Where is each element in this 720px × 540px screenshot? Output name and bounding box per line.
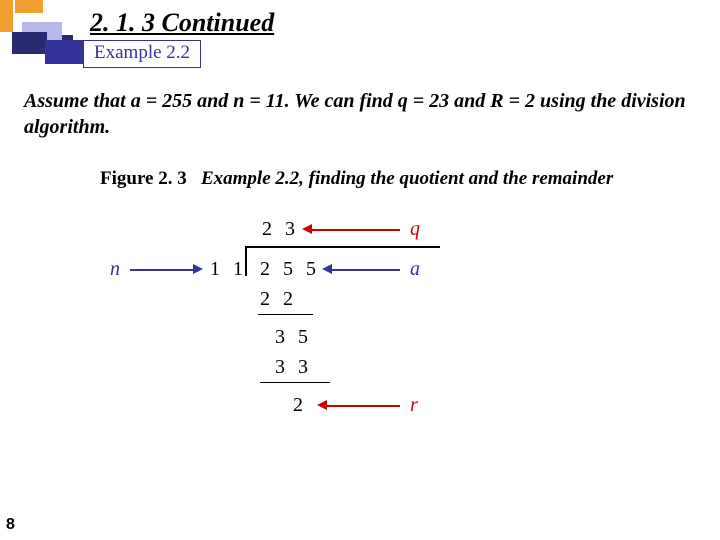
subtract-line-1 <box>258 314 313 315</box>
body-text: Assume that a = 255 and n = 11. We can f… <box>24 88 696 140</box>
dividend-value: 2 5 5 <box>260 258 320 281</box>
subtract-line-2 <box>260 382 330 383</box>
section-heading: 2. 1. 3 Continued <box>90 8 274 38</box>
quotient-value: 2 3 <box>262 218 299 241</box>
step2-value: 3 3 <box>275 356 312 379</box>
step1-value: 2 2 <box>260 288 297 311</box>
arrow-a-head <box>322 264 332 274</box>
example-accent <box>45 40 83 64</box>
example-label: Example 2.2 <box>83 40 201 68</box>
figure-label: Figure 2. 3 <box>100 168 187 189</box>
arrow-n-head <box>193 264 203 274</box>
arrow-r-head <box>317 400 327 410</box>
arrow-q <box>310 229 400 231</box>
label-q: q <box>410 218 420 241</box>
long-division-diagram: 2 3 q n 1 1 2 5 5 a 2 2 3 5 3 3 2 r <box>110 218 610 498</box>
remainder-value: 2 <box>293 394 307 417</box>
division-bar-top <box>245 246 440 248</box>
figure-heading: Figure 2. 3 Example 2.2, finding the quo… <box>100 168 613 190</box>
page-number: 8 <box>6 516 15 534</box>
label-a: a <box>410 258 420 281</box>
label-n: n <box>110 258 120 281</box>
divisor-value: 1 1 <box>210 258 247 281</box>
arrow-n <box>130 269 195 271</box>
arrow-a <box>330 269 400 271</box>
label-r: r <box>410 394 418 417</box>
arrow-r <box>325 405 400 407</box>
arrow-q-head <box>302 224 312 234</box>
figure-caption: Example 2.2, finding the quotient and th… <box>201 168 613 189</box>
sub1-value: 3 5 <box>275 326 312 349</box>
